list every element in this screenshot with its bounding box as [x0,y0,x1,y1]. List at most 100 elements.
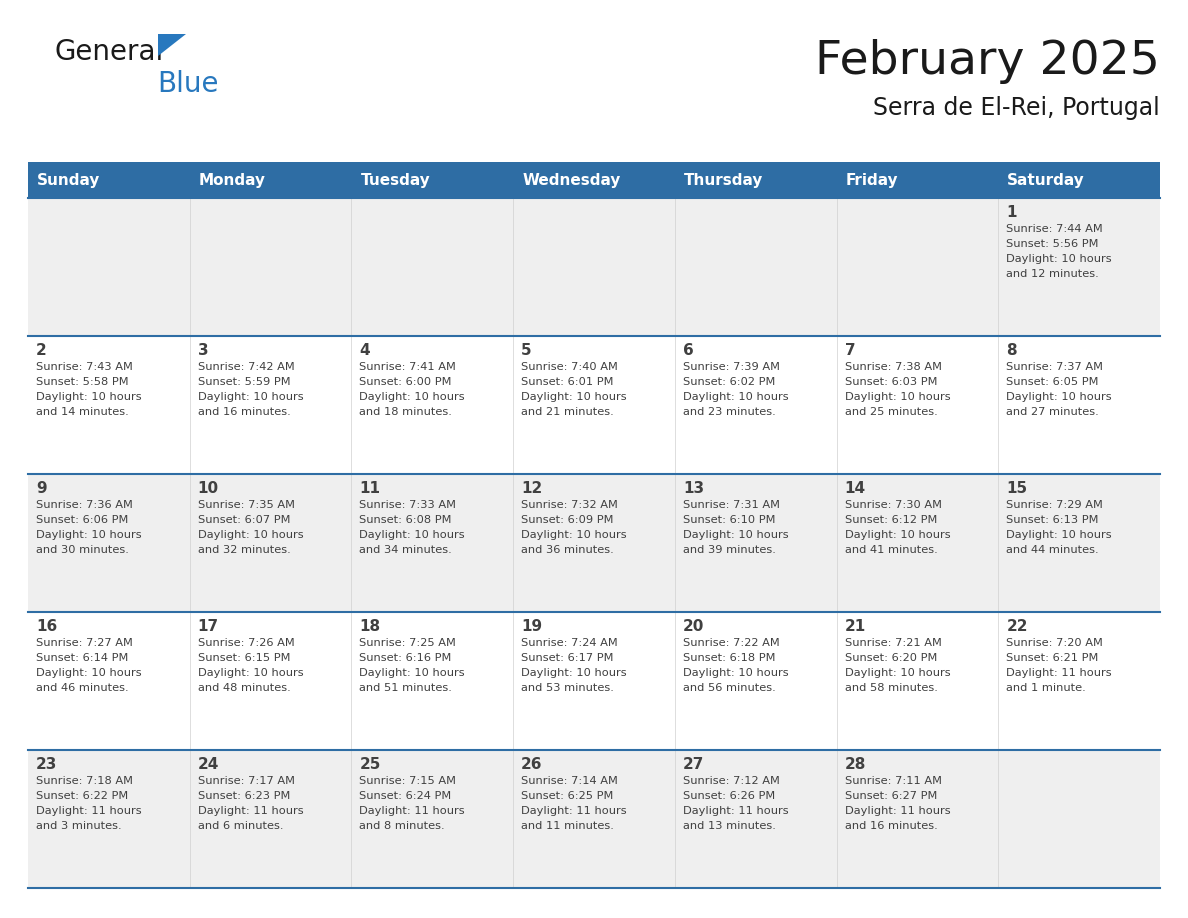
Bar [352,162,513,198]
Text: Serra de El-Rei, Portugal: Serra de El-Rei, Portugal [873,96,1159,120]
Text: Daylight: 11 hours: Daylight: 11 hours [197,806,303,816]
Text: Monday: Monday [198,173,266,187]
Text: Sunset: 6:06 PM: Sunset: 6:06 PM [36,515,128,525]
Text: Daylight: 10 hours: Daylight: 10 hours [845,530,950,540]
Text: Sunset: 6:27 PM: Sunset: 6:27 PM [845,791,937,801]
Text: Sunrise: 7:35 AM: Sunrise: 7:35 AM [197,500,295,510]
Text: Daylight: 10 hours: Daylight: 10 hours [360,392,465,402]
Text: Daylight: 10 hours: Daylight: 10 hours [1006,392,1112,402]
Text: and 11 minutes.: and 11 minutes. [522,821,614,831]
Text: and 6 minutes.: and 6 minutes. [197,821,283,831]
Text: Wednesday: Wednesday [523,173,620,187]
Text: Daylight: 10 hours: Daylight: 10 hours [197,668,303,678]
Text: 13: 13 [683,481,704,496]
Text: 23: 23 [36,757,57,772]
Text: Sunrise: 7:17 AM: Sunrise: 7:17 AM [197,776,295,786]
Text: and 44 minutes.: and 44 minutes. [1006,545,1099,555]
Text: Sunrise: 7:44 AM: Sunrise: 7:44 AM [1006,224,1102,234]
Text: Daylight: 10 hours: Daylight: 10 hours [36,530,141,540]
Text: Sunset: 6:18 PM: Sunset: 6:18 PM [683,653,776,663]
Text: Sunset: 6:12 PM: Sunset: 6:12 PM [845,515,937,525]
Text: 19: 19 [522,619,542,634]
Text: 15: 15 [1006,481,1028,496]
Text: Sunrise: 7:41 AM: Sunrise: 7:41 AM [360,362,456,372]
Text: Thursday: Thursday [684,173,763,187]
Text: Daylight: 10 hours: Daylight: 10 hours [683,668,789,678]
Text: Sunrise: 7:33 AM: Sunrise: 7:33 AM [360,500,456,510]
Text: Sunset: 6:10 PM: Sunset: 6:10 PM [683,515,776,525]
Text: 27: 27 [683,757,704,772]
Text: Tuesday: Tuesday [360,173,430,187]
Text: Sunrise: 7:14 AM: Sunrise: 7:14 AM [522,776,618,786]
Text: Daylight: 10 hours: Daylight: 10 hours [683,392,789,402]
Text: Sunrise: 7:12 AM: Sunrise: 7:12 AM [683,776,779,786]
Text: Sunrise: 7:21 AM: Sunrise: 7:21 AM [845,638,941,648]
Text: and 58 minutes.: and 58 minutes. [845,683,937,693]
Text: 8: 8 [1006,343,1017,358]
Text: Friday: Friday [846,173,898,187]
Text: Daylight: 10 hours: Daylight: 10 hours [197,392,303,402]
Text: Sunrise: 7:31 AM: Sunrise: 7:31 AM [683,500,779,510]
Text: Sunrise: 7:38 AM: Sunrise: 7:38 AM [845,362,942,372]
Text: Sunset: 5:59 PM: Sunset: 5:59 PM [197,377,290,387]
Text: Sunrise: 7:26 AM: Sunrise: 7:26 AM [197,638,295,648]
Text: and 36 minutes.: and 36 minutes. [522,545,614,555]
Text: 10: 10 [197,481,219,496]
Text: Daylight: 10 hours: Daylight: 10 hours [683,530,789,540]
Text: Sunrise: 7:29 AM: Sunrise: 7:29 AM [1006,500,1104,510]
Text: Sunset: 6:01 PM: Sunset: 6:01 PM [522,377,614,387]
Text: and 1 minute.: and 1 minute. [1006,683,1086,693]
Text: 26: 26 [522,757,543,772]
Text: Sunrise: 7:18 AM: Sunrise: 7:18 AM [36,776,133,786]
Bar [29,336,1159,474]
Text: Sunset: 6:08 PM: Sunset: 6:08 PM [360,515,451,525]
Text: 11: 11 [360,481,380,496]
Text: Saturday: Saturday [1007,173,1085,187]
Text: 18: 18 [360,619,380,634]
Text: Daylight: 10 hours: Daylight: 10 hours [197,530,303,540]
Text: and 56 minutes.: and 56 minutes. [683,683,776,693]
Text: Blue: Blue [157,70,219,98]
Bar [29,162,190,198]
Text: Daylight: 10 hours: Daylight: 10 hours [360,668,465,678]
Text: Sunrise: 7:40 AM: Sunrise: 7:40 AM [522,362,618,372]
Text: 22: 22 [1006,619,1028,634]
Text: Sunset: 6:05 PM: Sunset: 6:05 PM [1006,377,1099,387]
Text: Daylight: 10 hours: Daylight: 10 hours [522,530,627,540]
Text: Daylight: 11 hours: Daylight: 11 hours [1006,668,1112,678]
Text: and 18 minutes.: and 18 minutes. [360,407,453,417]
Text: 28: 28 [845,757,866,772]
Text: February 2025: February 2025 [815,39,1159,84]
Text: Sunset: 6:07 PM: Sunset: 6:07 PM [197,515,290,525]
Text: Daylight: 10 hours: Daylight: 10 hours [360,530,465,540]
Text: Sunset: 6:02 PM: Sunset: 6:02 PM [683,377,776,387]
Text: 20: 20 [683,619,704,634]
Bar [675,162,836,198]
Text: General: General [55,38,164,66]
Bar [998,162,1159,198]
Text: Sunrise: 7:30 AM: Sunrise: 7:30 AM [845,500,942,510]
Text: Sunset: 6:26 PM: Sunset: 6:26 PM [683,791,775,801]
Text: Sunrise: 7:27 AM: Sunrise: 7:27 AM [36,638,133,648]
Text: and 8 minutes.: and 8 minutes. [360,821,446,831]
Text: Sunset: 6:17 PM: Sunset: 6:17 PM [522,653,614,663]
Text: Daylight: 10 hours: Daylight: 10 hours [1006,530,1112,540]
Text: and 25 minutes.: and 25 minutes. [845,407,937,417]
Text: Sunset: 6:13 PM: Sunset: 6:13 PM [1006,515,1099,525]
Text: Sunset: 6:15 PM: Sunset: 6:15 PM [197,653,290,663]
Text: and 48 minutes.: and 48 minutes. [197,683,290,693]
Text: Daylight: 11 hours: Daylight: 11 hours [36,806,141,816]
Text: 21: 21 [845,619,866,634]
Bar [513,162,675,198]
Text: Sunset: 6:20 PM: Sunset: 6:20 PM [845,653,937,663]
Text: Daylight: 11 hours: Daylight: 11 hours [360,806,465,816]
Text: and 32 minutes.: and 32 minutes. [197,545,290,555]
Text: Sunday: Sunday [37,173,100,187]
Text: and 53 minutes.: and 53 minutes. [522,683,614,693]
Text: and 13 minutes.: and 13 minutes. [683,821,776,831]
Text: Sunset: 6:21 PM: Sunset: 6:21 PM [1006,653,1099,663]
Text: 24: 24 [197,757,219,772]
Text: Daylight: 10 hours: Daylight: 10 hours [845,392,950,402]
Text: 16: 16 [36,619,57,634]
Text: Sunset: 6:24 PM: Sunset: 6:24 PM [360,791,451,801]
